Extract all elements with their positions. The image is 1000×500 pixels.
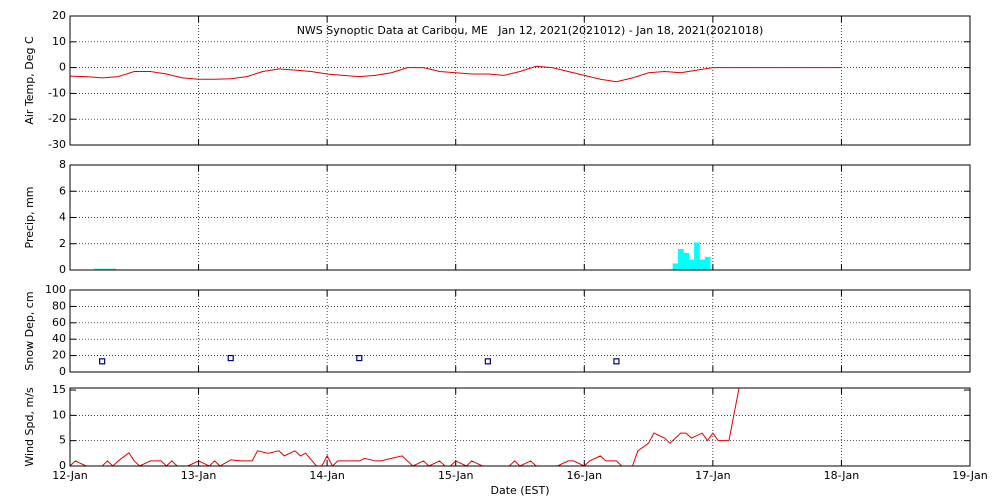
y-axis-label: Wind Spd, m/s (23, 387, 36, 467)
y-tick-label: 8 (59, 158, 66, 171)
line (70, 65, 842, 83)
y-tick-label: 0 (59, 263, 66, 276)
y-tick-label: 40 (52, 332, 66, 345)
point (484, 358, 491, 365)
bar (110, 268, 116, 270)
y-tick-label: 0 (59, 459, 66, 472)
y-tick-label: 2 (59, 237, 66, 250)
y-tick-label: 20 (52, 9, 66, 22)
y-tick-label: -20 (48, 112, 66, 125)
y-tick-label: 0 (59, 61, 66, 74)
y-tick-label: 80 (52, 299, 66, 312)
bar (688, 259, 695, 270)
x-axis-label: Date (EST) (490, 484, 549, 497)
plot-frame (69, 289, 971, 373)
bar (699, 259, 706, 270)
x-tick-label: 16-Jan (567, 469, 603, 482)
chart-title: NWS Synoptic Data at Caribou, ME Jan 12,… (297, 24, 764, 37)
line (70, 388, 740, 466)
plot-frame (69, 164, 971, 271)
x-tick-label: 18-Jan (824, 469, 860, 482)
point (227, 354, 234, 362)
y-tick-label: 4 (59, 211, 66, 224)
y-tick-label: 0 (59, 365, 66, 378)
x-tick-label: 19-Jan (952, 469, 988, 482)
plot-frame (69, 387, 971, 467)
plot-area (70, 388, 740, 466)
x-tick-label: 15-Jan (438, 469, 474, 482)
bar (672, 263, 679, 270)
bar (704, 256, 711, 270)
bar (678, 249, 684, 270)
bar (683, 252, 690, 270)
x-tick-label: 13-Jan (181, 469, 217, 482)
point (356, 354, 363, 362)
y-tick-label: -30 (48, 138, 66, 151)
y-tick-label: 15 (52, 383, 66, 396)
plot-area (70, 65, 842, 83)
plot-area (94, 242, 711, 270)
y-tick-label: 20 (52, 349, 66, 362)
x-tick-label: 14-Jan (309, 469, 345, 482)
bar (94, 268, 100, 270)
y-tick-label: 10 (52, 35, 66, 48)
bar (99, 268, 106, 270)
y-tick-label: 5 (59, 434, 66, 447)
y-tick-label: 100 (45, 283, 66, 296)
point (99, 358, 106, 365)
y-tick-label: 6 (59, 184, 66, 197)
y-axis-label: Precip, mm (23, 187, 36, 249)
bar (694, 242, 700, 270)
plot-frame (69, 15, 971, 146)
point (613, 358, 620, 365)
y-axis-label: Air Temp, Deg C (23, 36, 36, 125)
x-tick-label: 17-Jan (695, 469, 731, 482)
y-tick-label: 10 (52, 408, 66, 421)
y-tick-label: 60 (52, 316, 66, 329)
plot-area (99, 354, 620, 365)
y-axis-label: Snow Dep, cm (23, 291, 36, 370)
y-tick-label: -10 (48, 86, 66, 99)
x-tick-label: 12-Jan (52, 469, 88, 482)
bar (104, 268, 111, 270)
